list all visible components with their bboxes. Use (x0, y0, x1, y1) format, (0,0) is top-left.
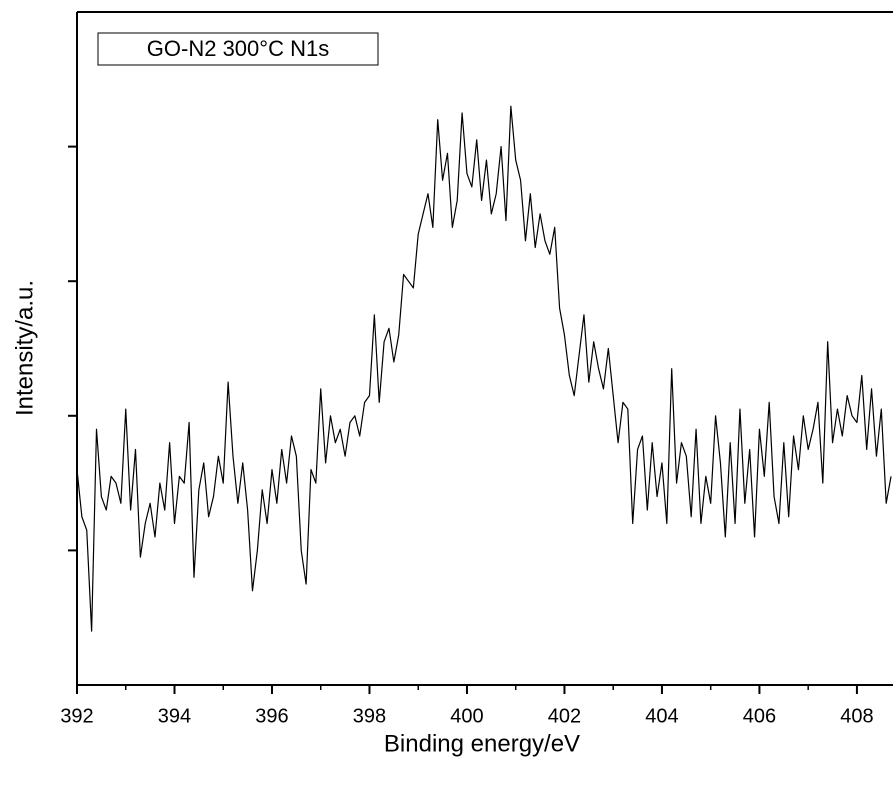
x-tick-label: 394 (158, 705, 191, 727)
annotation: GO-N2 300°C N1s (147, 36, 329, 61)
x-tick-label: 408 (840, 705, 873, 727)
y-axis-label: Intensity/a.u. (11, 280, 38, 416)
x-tick-label: 398 (353, 705, 386, 727)
x-tick-label: 392 (60, 705, 93, 727)
x-tick-label: 400 (450, 705, 483, 727)
spectrum-line (76, 105, 892, 632)
x-tick-label: 404 (645, 705, 678, 727)
x-tick-label: 406 (743, 705, 776, 727)
annotation-box (97, 32, 379, 66)
x-tick-label: 402 (548, 705, 581, 727)
x-axis-label: Binding energy/eV (384, 730, 580, 757)
x-tick-label: 396 (255, 705, 288, 727)
